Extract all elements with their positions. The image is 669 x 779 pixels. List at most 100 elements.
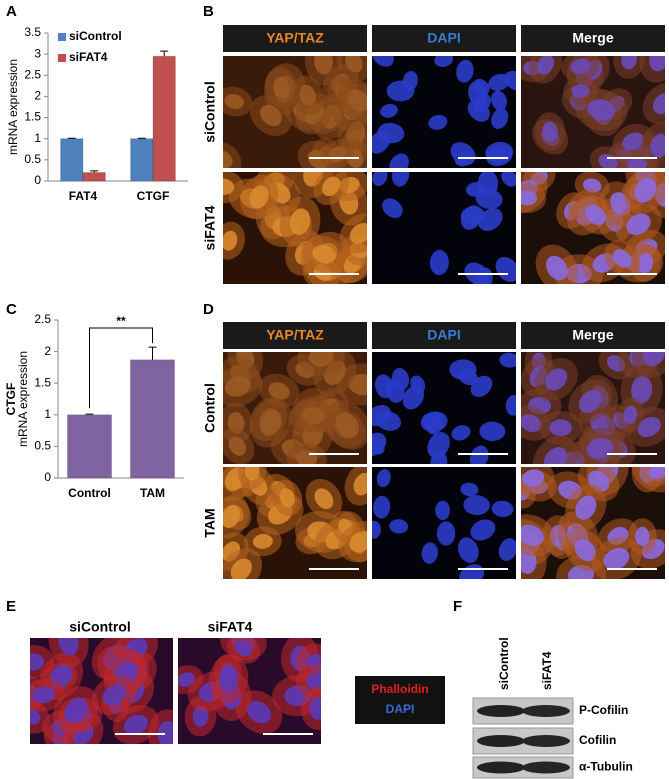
micrograph — [178, 638, 321, 744]
x-tick-label: TAM — [140, 486, 165, 500]
blot-band — [522, 705, 570, 717]
nucleus — [470, 519, 496, 541]
x-tick-label: CTGF — [137, 189, 170, 203]
nucleus — [643, 352, 665, 367]
y-tick-label: 2.5 — [34, 312, 51, 326]
nucleus — [246, 700, 271, 724]
nucleus — [345, 56, 363, 73]
row-label: Control — [202, 383, 218, 433]
nucleus — [353, 473, 367, 496]
nucleus — [218, 665, 239, 692]
nucleus — [223, 178, 235, 196]
nucleus — [299, 84, 316, 106]
nucleus — [289, 208, 311, 235]
y-tick-label: 0.5 — [24, 152, 41, 166]
lane-label: siControl — [497, 637, 511, 690]
panel-letter: F — [453, 598, 462, 615]
nucleus — [308, 352, 334, 367]
nucleus — [479, 421, 506, 441]
bar — [130, 138, 154, 182]
nucleus — [631, 375, 653, 404]
error-bar — [148, 346, 157, 360]
nucleus — [157, 720, 173, 744]
row-label: TAM — [202, 508, 218, 537]
column-header: DAPI — [427, 30, 460, 46]
x-tick-label: FAT4 — [69, 189, 98, 203]
panel-letter: E — [6, 598, 16, 615]
nucleus — [260, 105, 282, 127]
nucleus — [230, 558, 252, 579]
nucleus — [430, 451, 448, 464]
nucleus — [575, 495, 597, 520]
nucleus — [463, 495, 490, 516]
legend-label: Phalloidin — [371, 682, 428, 696]
band-label: P-Cofilin — [579, 703, 628, 717]
bar — [152, 55, 176, 182]
nucleus — [268, 382, 290, 400]
micrograph — [223, 172, 367, 284]
significance-bracket — [89, 327, 153, 409]
micrograph — [521, 56, 665, 168]
nucleus — [460, 206, 485, 225]
column-header-bg — [223, 322, 367, 349]
nucleus — [244, 467, 260, 481]
nucleus — [402, 385, 425, 410]
nucleus — [627, 157, 647, 168]
nucleus — [224, 376, 251, 397]
nucleus — [649, 56, 665, 72]
bar — [60, 138, 84, 182]
legend-label: DAPI — [386, 702, 415, 716]
blot-band — [477, 705, 525, 717]
y-tick-label: 3.5 — [24, 25, 41, 39]
error-bar — [85, 413, 94, 415]
nucleus — [249, 185, 269, 209]
column-header: Merge — [572, 30, 613, 46]
blot-band — [522, 761, 570, 774]
nucleus — [380, 103, 398, 118]
nucleus — [503, 70, 516, 91]
nucleus — [234, 640, 253, 657]
row-label: siFAT4 — [202, 205, 218, 250]
nucleus — [389, 153, 409, 168]
row-label: siControl — [202, 81, 218, 142]
nucleus — [335, 412, 359, 438]
nucleus — [309, 697, 321, 720]
nucleus — [306, 673, 321, 691]
nucleus — [537, 56, 554, 75]
micrograph — [521, 352, 665, 464]
nucleus — [391, 172, 410, 187]
nucleus — [322, 176, 341, 197]
nucleus — [498, 538, 516, 561]
y-axis-label: CTGF — [4, 383, 18, 416]
legend-label: siControl — [69, 29, 122, 43]
nucleus — [457, 537, 479, 563]
nucleus — [582, 178, 602, 193]
bar — [82, 172, 106, 182]
nucleus — [349, 223, 367, 244]
nucleus — [495, 256, 516, 282]
column-header: siControl — [69, 619, 130, 635]
nucleus — [491, 90, 507, 111]
y-axis-label: mRNA expression — [16, 351, 30, 447]
nucleus — [389, 519, 409, 534]
legend-swatch — [58, 33, 66, 41]
nucleus — [33, 686, 55, 704]
nucleus — [102, 684, 127, 705]
y-tick-label: 1 — [44, 407, 51, 421]
y-tick-label: 0 — [34, 173, 41, 187]
error-bar — [160, 50, 169, 57]
nucleus — [347, 89, 367, 112]
blot-band — [477, 735, 525, 747]
nucleus — [312, 244, 336, 264]
column-header: DAPI — [427, 327, 460, 343]
micrograph — [223, 56, 367, 168]
nucleus — [421, 542, 438, 564]
nucleus — [377, 122, 405, 144]
nucleus — [427, 431, 450, 459]
nucleus — [224, 94, 244, 110]
nucleus — [460, 482, 479, 497]
nucleus — [549, 419, 572, 437]
nucleus — [521, 524, 544, 546]
nucleus — [621, 56, 638, 70]
nucleus — [273, 77, 290, 99]
